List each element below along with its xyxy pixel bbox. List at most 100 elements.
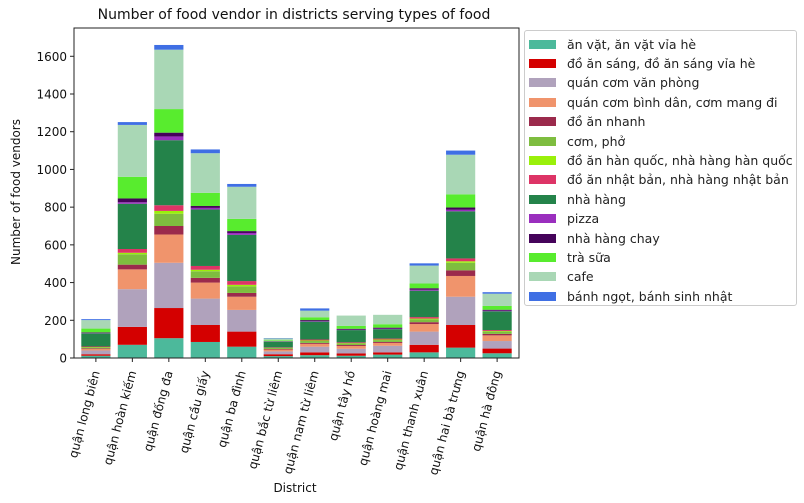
legend-swatch	[529, 117, 556, 127]
bar-segment	[190, 341, 220, 358]
x-tick-label: quận hai bà trưng	[426, 369, 467, 476]
bar-segment	[190, 277, 220, 283]
bar-segment	[190, 192, 220, 207]
bar-segment	[190, 207, 220, 210]
bar-segment	[373, 329, 403, 339]
bar-segment	[336, 353, 366, 356]
legend-swatch	[529, 291, 556, 301]
bar-segment	[117, 264, 147, 270]
bar-segment	[446, 275, 476, 297]
bar-segment	[117, 252, 147, 255]
bar-segment	[227, 231, 257, 233]
bar-segment	[263, 338, 293, 341]
bar-segment	[117, 344, 147, 358]
bar-segment	[300, 321, 330, 322]
bar-segment	[263, 348, 293, 350]
legend-item: cafe	[529, 269, 594, 285]
bar-segment	[446, 258, 476, 262]
x-tick-label: quận hoàng mai	[356, 369, 395, 467]
bar-segment	[373, 338, 403, 340]
bar-segment	[154, 308, 184, 339]
bar-segment	[409, 318, 439, 320]
bar-segment	[154, 44, 184, 50]
legend-swatch	[529, 97, 556, 107]
bar-segment	[81, 347, 111, 349]
bar-segment	[300, 339, 330, 341]
legend-item: cơm, phở	[529, 133, 625, 149]
bar-segment	[336, 355, 366, 358]
bar-segment	[190, 269, 220, 272]
legend-item: nhà hàng	[529, 191, 626, 207]
bar-segment	[154, 49, 184, 110]
bar-segment	[81, 348, 111, 349]
bar-segment	[263, 354, 293, 357]
bar-segment	[154, 132, 184, 137]
legend-swatch	[529, 214, 556, 224]
bar-segment	[190, 282, 220, 299]
bar-segment	[446, 325, 476, 348]
bar-segment	[482, 333, 512, 336]
legend-item: đồ ăn sáng, đồ ăn sáng vỉa hè	[529, 55, 755, 71]
bar-segment	[117, 326, 147, 345]
bar-segment	[154, 136, 184, 141]
bar-segment	[81, 346, 111, 348]
legend-item: đồ ăn hàn quốc, nhà hàng hàn quốc	[529, 152, 793, 168]
bar-segment	[373, 324, 403, 328]
bar-segment	[300, 310, 330, 318]
bar-segment	[409, 289, 439, 291]
bar-segment	[154, 226, 184, 235]
bar-segment	[300, 342, 330, 344]
bar-segment	[482, 310, 512, 312]
x-tick-label: quận hoàn kiếm	[101, 369, 140, 466]
bar-segment	[300, 343, 330, 347]
legend: ăn vặt, ăn vặt vỉa hè đồ ăn sáng, đồ ăn s…	[524, 30, 797, 306]
legend-label: đồ ăn nhật bản, nhà hàng nhật bản	[567, 172, 789, 188]
bar-segment	[227, 286, 257, 293]
bar-segment	[446, 262, 476, 271]
bar-segment	[263, 348, 293, 349]
bar-segment	[373, 352, 403, 355]
bar-segment	[300, 355, 330, 358]
legend-swatch	[529, 155, 556, 165]
bar-segment	[117, 124, 147, 177]
bar-segment	[336, 348, 366, 354]
bar-segment	[81, 354, 111, 356]
bar-segment	[373, 341, 403, 343]
bar-segment	[154, 205, 184, 211]
legend-label: quán cơm văn phòng	[567, 75, 700, 91]
bar-segment	[336, 344, 366, 346]
bar-segment	[482, 335, 512, 342]
legend-label: bánh ngọt, bánh sinh nhật	[567, 288, 733, 304]
bar-segment	[190, 209, 220, 266]
bar-segment	[409, 331, 439, 345]
bar-segment	[373, 314, 403, 325]
bar-segment	[117, 202, 147, 204]
bar-segment	[190, 153, 220, 193]
bar-segment	[117, 122, 147, 125]
bar-segment	[409, 344, 439, 353]
legend-label: nhà hàng	[567, 191, 626, 207]
legend-swatch	[529, 194, 556, 204]
bar-segment	[300, 317, 330, 321]
bar-segment	[81, 319, 111, 321]
bar-segment	[227, 186, 257, 219]
bar-segment	[482, 309, 512, 311]
bar-segment	[446, 211, 476, 259]
bar-segment	[446, 194, 476, 208]
legend-item: trà sữa	[529, 249, 611, 265]
bar-segment	[373, 340, 403, 342]
bar-segment	[446, 154, 476, 195]
y-tick-label: 1000	[36, 163, 67, 177]
x-tick-label: quận bắc từ liêm	[245, 369, 285, 470]
bar-segment	[227, 281, 257, 285]
bar-segment	[300, 341, 330, 343]
y-tick-label: 1200	[36, 125, 67, 139]
legend-swatch	[529, 252, 556, 262]
legend-label: đồ ăn nhanh	[567, 114, 646, 130]
bar-segment	[482, 348, 512, 354]
bar-segment	[227, 232, 257, 235]
y-tick-label: 400	[44, 276, 67, 290]
bar-segment	[227, 292, 257, 297]
legend-label: ăn vặt, ăn vặt vỉa hè	[567, 36, 697, 52]
